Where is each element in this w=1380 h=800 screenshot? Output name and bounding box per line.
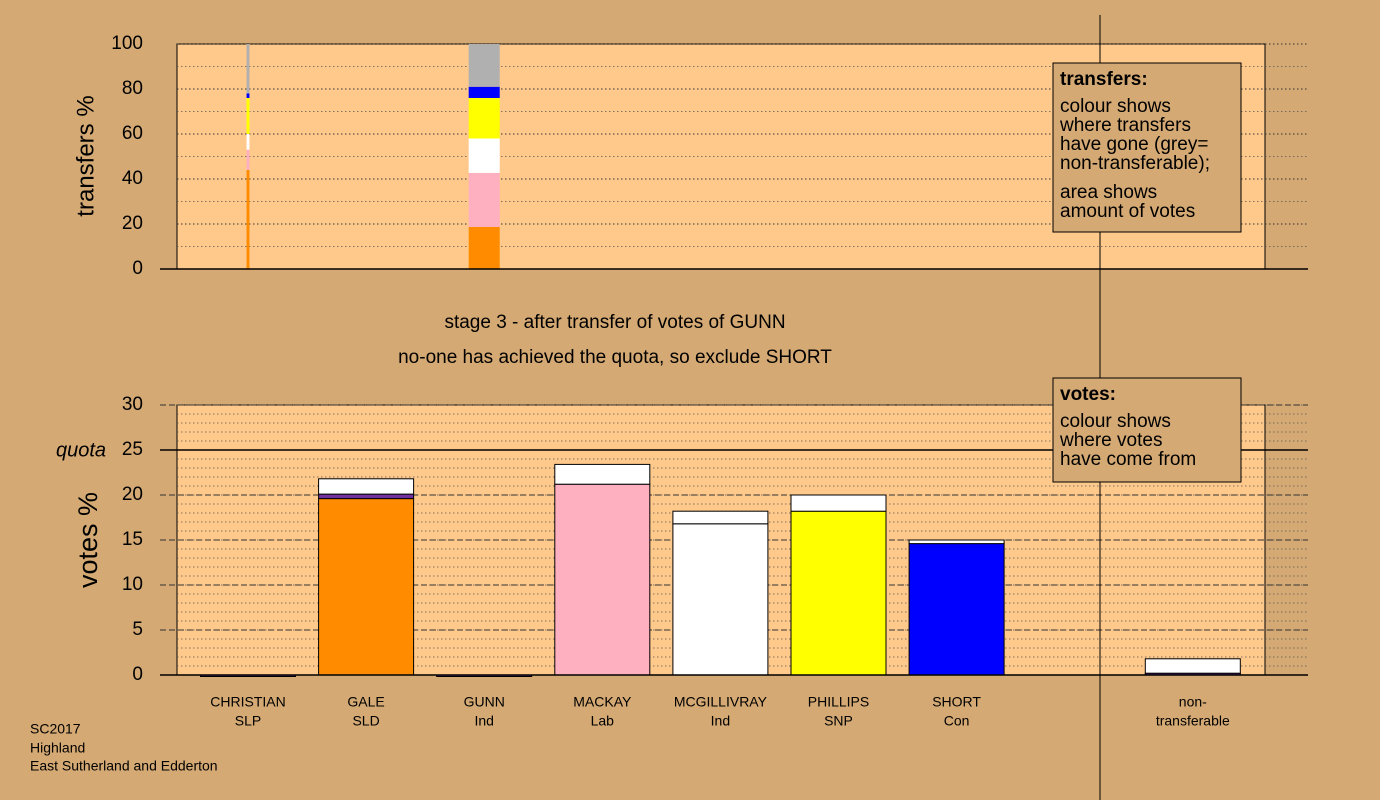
footer: SC2017	[30, 721, 81, 737]
y-tick-label: 40	[122, 168, 143, 189]
bar-segment	[246, 93, 250, 98]
legend-text: colour shows	[1060, 96, 1171, 117]
y-tick-label: 60	[122, 123, 143, 144]
bar-segment	[672, 523, 769, 676]
x-tick-label: Lab	[591, 713, 615, 729]
quota-label: quota	[56, 439, 106, 461]
legend-text: non-transferable);	[1060, 153, 1210, 174]
bar-segment	[554, 483, 651, 676]
bar-segment	[468, 44, 500, 87]
chart-subtitle: no-one has achieved the quota, so exclud…	[398, 347, 832, 368]
bar-segment	[246, 134, 250, 150]
x-tick-label: MACKAY	[573, 694, 632, 710]
bar-segment	[246, 44, 250, 94]
x-tick-label: CHRISTIAN	[210, 694, 285, 710]
x-tick-label: GUNN	[464, 694, 505, 710]
bar-segment	[1144, 658, 1241, 674]
legend-text: where votes	[1059, 430, 1162, 451]
bar-segment	[246, 149, 250, 170]
x-tick-label: MCGILLIVRAY	[674, 694, 768, 710]
bar-segment	[790, 510, 887, 676]
x-tick-label: SLP	[235, 713, 261, 729]
bar-segment	[908, 539, 1005, 545]
y-tick-label: 0	[132, 258, 143, 279]
y-tick-label: 80	[122, 78, 143, 99]
bar-segment	[554, 463, 651, 485]
bar-segment	[790, 494, 887, 512]
y-tick-label: 20	[122, 484, 143, 505]
bar-segment	[908, 543, 1005, 676]
legend-box	[1052, 377, 1242, 483]
y-tick-label: 5	[132, 619, 143, 640]
y-tick-label: 0	[132, 664, 143, 685]
y-tick-label: 100	[111, 33, 143, 54]
bar-segment	[246, 98, 250, 134]
y-axis-label: transfers %	[72, 95, 99, 216]
x-tick-label: Con	[944, 713, 970, 729]
bar-segment	[318, 478, 415, 495]
legend-text: colour shows	[1060, 411, 1171, 432]
bar-segment	[468, 172, 500, 227]
legend-text: where transfers	[1059, 115, 1191, 136]
bar-segment	[318, 498, 415, 676]
y-tick-label: 15	[122, 529, 143, 550]
x-tick-label: Ind	[711, 713, 730, 729]
y-tick-label: 20	[122, 213, 143, 234]
x-tick-label: transferable	[1156, 713, 1230, 729]
bar-segment	[468, 86, 500, 98]
x-tick-label: non-	[1179, 694, 1207, 710]
y-tick-label: 25	[122, 439, 143, 460]
legend-title: transfers:	[1060, 69, 1148, 90]
footer: Highland	[30, 740, 85, 756]
legend-box	[1052, 62, 1242, 233]
x-tick-label: PHILLIPS	[808, 694, 869, 710]
x-tick-label: SLD	[352, 713, 379, 729]
bar-segment	[468, 226, 500, 269]
x-tick-label: GALE	[347, 694, 384, 710]
bar-segment	[318, 493, 415, 500]
bar-segment	[468, 138, 500, 173]
chart-title: stage 3 - after transfer of votes of GUN…	[444, 312, 785, 333]
y-axis-label: votes %	[73, 492, 103, 588]
y-tick-label: 10	[122, 574, 143, 595]
bar-segment	[672, 510, 769, 525]
footer: East Sutherland and Edderton	[30, 758, 218, 774]
x-tick-label: Ind	[474, 713, 493, 729]
legend-text: have come from	[1060, 449, 1196, 470]
legend-text: amount of votes	[1060, 201, 1195, 222]
y-tick-label: 30	[122, 394, 143, 415]
legend-text: area shows	[1060, 182, 1157, 203]
legend-text: have gone (grey=	[1060, 134, 1208, 155]
x-tick-label: SHORT	[932, 694, 981, 710]
bar-segment	[468, 98, 500, 139]
bar-segment	[246, 170, 250, 269]
marks: 0 20 40 60 80 100 0 5 10 15 20 25 30 CHRISTIAN SLP GALE…	[111, 33, 1308, 729]
legend-title: votes:	[1060, 384, 1116, 405]
x-tick-label: SNP	[824, 713, 853, 729]
